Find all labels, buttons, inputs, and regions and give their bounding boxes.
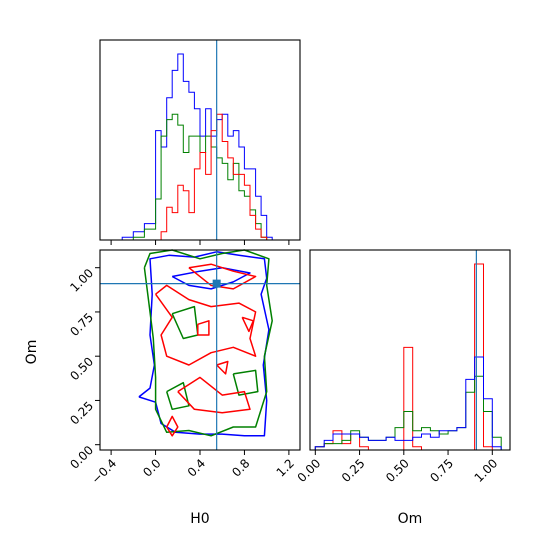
histogram-step-blue xyxy=(314,356,510,451)
contour-line-green xyxy=(143,249,273,437)
om-histogram-series xyxy=(314,263,510,451)
h0-histogram-ticks xyxy=(110,240,290,245)
y-tick-label: 0.25 xyxy=(67,399,96,428)
contour-frame xyxy=(99,249,301,451)
contour-line-green xyxy=(171,305,199,340)
y-axis-label-om: Om xyxy=(24,340,40,365)
om-histogram-ticks: 0.00 0.25 0.50 0.75 1.00 xyxy=(295,450,501,485)
x-axis-label-om: Om xyxy=(398,511,423,527)
truth-marker xyxy=(212,279,221,288)
contour-line-blue xyxy=(171,266,251,290)
y-tick-label: 1.00 xyxy=(67,266,96,295)
om-hist-tick-label: 1.00 xyxy=(472,456,501,485)
contour-line-red xyxy=(216,360,229,375)
y-tick-label: 0.50 xyxy=(67,354,96,383)
x-tick-label: 1.2 xyxy=(274,456,297,479)
contour-line-green xyxy=(232,369,259,396)
x-tick-label: 0.8 xyxy=(229,456,252,479)
contour-x-ticks: −0.4 0.0 0.4 0.8 1.2 xyxy=(89,450,297,487)
contour-y-ticks: 0.00 0.25 0.50 0.75 1.00 xyxy=(67,266,100,472)
contour-line-blue xyxy=(138,251,270,437)
om-hist-tick-label: 0.75 xyxy=(427,456,456,485)
y-tick-label: 0.00 xyxy=(67,443,96,472)
h0-om-contour-panel: −0.4 0.0 0.4 0.8 1.2 0.00 0.25 0.50 0.75 1.00 xyxy=(67,249,301,487)
h0-histogram-panel xyxy=(99,39,301,245)
truth-marker-square xyxy=(212,279,221,288)
om-histogram-frame xyxy=(309,249,511,451)
om-hist-tick-label: 0.25 xyxy=(339,456,368,485)
x-tick-label: −0.4 xyxy=(89,456,120,487)
om-hist-tick-label: 0.50 xyxy=(383,456,412,485)
contour-line-green xyxy=(165,381,190,411)
x-tick-label: 0.0 xyxy=(140,456,163,479)
contour-line-red xyxy=(188,263,257,290)
x-tick-label: 0.4 xyxy=(185,456,208,479)
contour-line-red xyxy=(197,320,210,336)
om-hist-tick-label: 0.00 xyxy=(295,456,324,485)
histogram-step-red xyxy=(111,113,278,241)
y-tick-label: 0.75 xyxy=(67,310,96,339)
contour-line-red xyxy=(241,316,255,333)
contour-line-red xyxy=(166,415,179,437)
contour-line-red xyxy=(154,284,257,366)
h0-histogram-series xyxy=(111,53,278,241)
contour-series xyxy=(138,249,273,437)
contour-line-red xyxy=(177,376,251,414)
x-axis-label-h0: H0 xyxy=(190,511,209,527)
om-histogram-panel: 0.00 0.25 0.50 0.75 1.00 xyxy=(295,249,511,485)
